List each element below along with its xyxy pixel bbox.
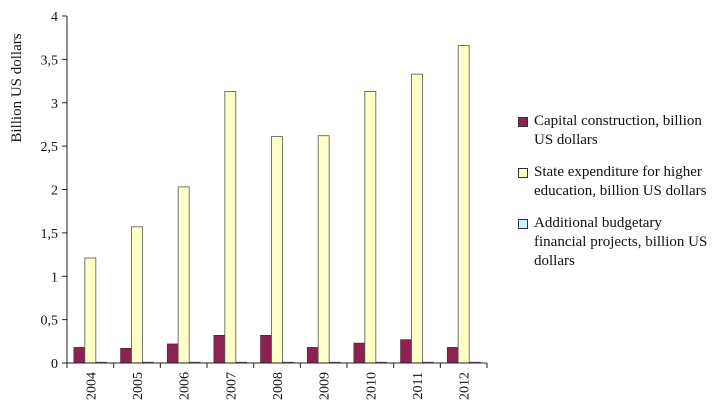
legend-swatch-additional-projects (518, 219, 528, 229)
bar-state-expenditure-2012 (457, 45, 470, 364)
y-tick-label: 2 (51, 184, 58, 199)
x-tick-label: 2005 (131, 372, 146, 400)
y-tick-label: 0 (51, 357, 58, 372)
legend-item-additional-projects: Additional budgetary financial projects,… (518, 214, 708, 271)
x-tick-label: 2010 (364, 372, 379, 400)
y-tick-label: 4 (51, 10, 58, 25)
legend-item-state-expenditure: State expenditure for higher education, … (518, 163, 708, 201)
y-tick-label: 2,5 (41, 140, 59, 155)
x-ticks-group: 2004 2005 2006 2007 2008 2009 2010 2011 2012 (66, 363, 488, 400)
legend-label-state-expenditure: State expenditure for higher education, … (534, 164, 707, 199)
x-tick-label: 2008 (271, 372, 286, 400)
bar-capital-construction-2006 (166, 343, 179, 364)
legend: Capital construction, billion US dollars… (518, 112, 708, 284)
bar-state-expenditure-2011 (411, 73, 423, 364)
x-tick-label: 2009 (318, 372, 333, 400)
x-tick-label: 2011 (411, 372, 426, 399)
bars-group (73, 45, 481, 364)
y-ticks-group: 0 0,5 1 1,5 2 2,5 3 3,5 4 (41, 10, 67, 372)
bar-state-expenditure-2004 (84, 257, 97, 364)
legend-swatch-capital-construction (518, 117, 528, 127)
bar-capital-construction-2004 (73, 347, 86, 364)
legend-label-additional-projects: Additional budgetary financial projects,… (534, 215, 708, 269)
y-tick-label: 1 (51, 270, 58, 285)
y-tick-label: 3,5 (41, 53, 59, 68)
bar-capital-construction-2009 (306, 347, 319, 364)
bar-state-expenditure-2010 (364, 91, 377, 364)
bar-capital-construction-2011 (400, 339, 412, 364)
y-axis-label: Billion US dollars (9, 33, 25, 142)
bar-state-expenditure-2005 (131, 226, 143, 364)
x-tick-label: 2012 (458, 372, 473, 400)
y-tick-label: 0,5 (41, 314, 59, 329)
bar-state-expenditure-2009 (317, 135, 330, 364)
bar-capital-construction-2012 (446, 347, 459, 364)
bar-state-expenditure-2007 (224, 91, 237, 364)
legend-label-capital-construction: Capital construction, billion US dollars (534, 113, 702, 148)
bar-capital-construction-2010 (353, 342, 366, 364)
bar-capital-construction-2008 (260, 334, 272, 364)
y-tick-label: 1,5 (41, 227, 59, 242)
bar-state-expenditure-2006 (177, 186, 190, 364)
x-tick-label: 2004 (84, 372, 99, 400)
x-tick-label: 2006 (178, 372, 193, 400)
legend-swatch-state-expenditure (518, 168, 528, 178)
bar-capital-construction-2005 (120, 348, 132, 364)
bar-state-expenditure-2008 (271, 136, 283, 364)
x-tick-label: 2007 (224, 372, 239, 400)
bar-capital-construction-2007 (213, 334, 226, 364)
legend-item-capital-construction: Capital construction, billion US dollars (518, 112, 708, 150)
y-tick-label: 3 (51, 97, 58, 112)
